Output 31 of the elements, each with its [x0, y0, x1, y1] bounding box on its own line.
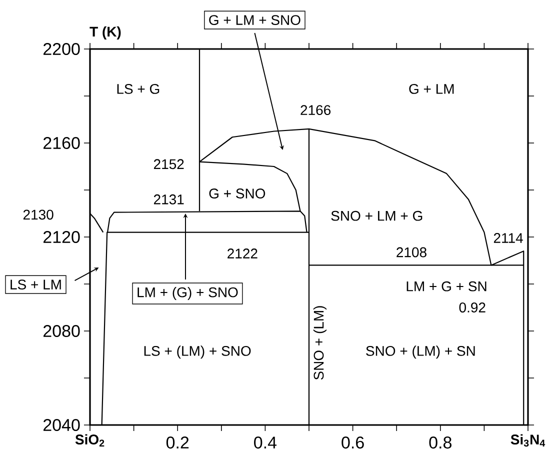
annotation: SNO + (LM) + SN: [366, 346, 475, 359]
text: LS + LM: [10, 280, 61, 290]
text: SiO$_{2}$: [75, 434, 104, 447]
text: Si$_{3}$N$_{4}$: [510, 434, 546, 447]
annotation: G + SNO: [209, 188, 266, 198]
annotation: SNO + LM + G: [331, 210, 422, 221]
annotation: 0.92: [459, 302, 486, 312]
annotation: LM + (G) + SNO: [138, 286, 238, 300]
y-tick-label: 2080: [44, 324, 80, 338]
text: 2130: [23, 210, 54, 220]
x-tick-label: 0.4: [254, 436, 277, 449]
x-tick-label: 0.6: [342, 436, 364, 449]
annotation: 2114: [494, 233, 523, 243]
annotation: SNO + (LM): [313, 306, 326, 380]
y-tick-label: 2160: [44, 136, 80, 150]
annotation: 2131: [154, 194, 184, 204]
y-tick-label: 2200: [44, 42, 80, 56]
text: G + LM + SNO: [209, 15, 300, 26]
annotation: G + LM: [409, 84, 454, 94]
y-axis-title: T (K): [90, 26, 121, 40]
x-tick-label: 0.8: [429, 436, 452, 449]
annotation: LS + (LM) + SNO: [144, 346, 251, 359]
annotation: 2122: [228, 248, 258, 258]
annotation: 2152: [154, 159, 184, 170]
y-tick-label: 2120: [44, 230, 80, 244]
y-tick-label: 2040: [44, 418, 80, 432]
annotation: 2166: [300, 105, 331, 116]
annotation: LM + G + SN: [406, 281, 486, 292]
annotation: 2108: [396, 247, 426, 258]
annotation: LS + G: [117, 84, 160, 94]
x-tick-label: 0.2: [166, 436, 189, 449]
